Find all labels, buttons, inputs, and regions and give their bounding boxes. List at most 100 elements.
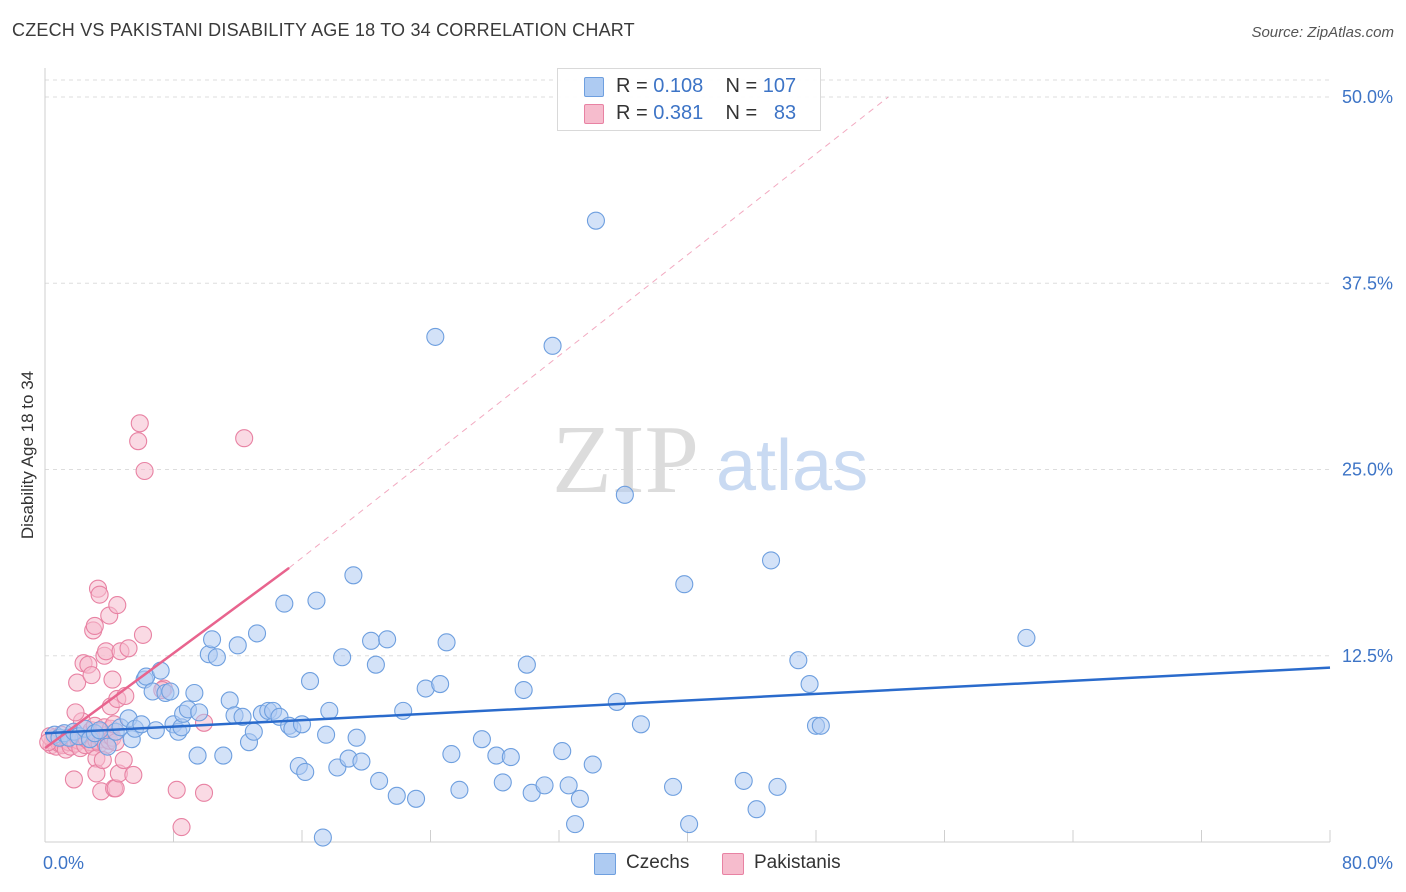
pakistani-point: [172, 818, 191, 837]
pakistani-point: [82, 666, 101, 685]
czech-point: [450, 780, 469, 799]
pakistani-point: [124, 765, 143, 785]
czech-point: [347, 728, 366, 747]
pakistani-point: [114, 750, 133, 770]
czech-point: [296, 762, 315, 782]
pakistani-point: [66, 703, 85, 722]
czech-point: [161, 682, 180, 701]
czech-point: [406, 789, 426, 808]
czech-point: [320, 701, 339, 720]
chart-source: Source: ZipAtlas.com: [1251, 24, 1394, 41]
czech-trendline: [44, 666, 1331, 735]
czech-point: [566, 815, 585, 834]
czech-point: [426, 327, 445, 346]
czech-point: [768, 777, 787, 796]
czech-point: [394, 701, 413, 720]
pakistani-point: [64, 770, 83, 789]
y-tick-label: 12.5%: [1342, 646, 1393, 666]
czech-point: [352, 752, 371, 771]
czech-point: [761, 551, 781, 570]
czech-n-value: 107: [762, 75, 797, 97]
pakistani-point: [130, 414, 149, 433]
czech-point: [431, 675, 450, 694]
pakistani-point: [106, 779, 125, 798]
pakistanis-swatch: [722, 853, 744, 875]
czech-point: [442, 745, 461, 764]
czech-point: [583, 755, 602, 774]
czech-point: [190, 703, 209, 722]
pakistani-r-label: R =: [616, 102, 648, 124]
czech-point: [307, 591, 326, 610]
czech-point: [493, 773, 512, 792]
czech-point: [300, 672, 320, 691]
czech-point: [214, 746, 233, 765]
czech-point: [472, 730, 491, 749]
pakistani-point: [85, 616, 104, 636]
trendlines: [44, 96, 1331, 750]
czech-point: [317, 725, 336, 744]
czech-point: [501, 748, 520, 767]
pakistani-swatch: [584, 104, 604, 124]
czech-point: [535, 776, 554, 795]
czech-point: [366, 655, 385, 674]
pakistanis-label: Pakistanis: [754, 852, 841, 873]
czech-point: [98, 737, 117, 756]
czech-point: [675, 575, 694, 594]
czech-point: [1017, 628, 1036, 647]
czech-point: [185, 683, 204, 703]
pakistani-point: [108, 596, 127, 615]
czech-r-label: R =: [616, 75, 648, 97]
czech-point: [800, 675, 819, 694]
czech-point: [437, 633, 456, 652]
watermark: ZIP atlas: [552, 406, 868, 514]
czech-point: [370, 771, 389, 790]
czech-point: [333, 648, 352, 667]
pakistani-point: [194, 783, 214, 802]
czech-point: [151, 661, 170, 680]
czech-point: [188, 746, 207, 765]
czech-point: [553, 742, 572, 761]
czech-point: [387, 786, 406, 805]
czech-point: [607, 692, 626, 711]
pakistani-n-value: 83: [773, 102, 797, 124]
czech-point: [680, 815, 699, 834]
czech-point: [663, 777, 683, 796]
pakistani-point: [135, 461, 154, 481]
watermark-atlas: atlas: [716, 426, 868, 506]
pakistani-point: [129, 432, 148, 451]
czech-point: [244, 722, 263, 741]
czech-point: [586, 211, 605, 230]
czech-point: [570, 789, 589, 808]
czech-n-label: N =: [725, 75, 758, 97]
czech-point: [313, 828, 332, 847]
chart-title: CZECH VS PAKISTANI DISABILITY AGE 18 TO …: [12, 20, 635, 40]
y-tick-label: 37.5%: [1342, 273, 1393, 293]
x-tick-label: 0.0%: [43, 853, 84, 873]
czech-point: [233, 707, 252, 726]
czech-point: [275, 594, 294, 613]
czech-point: [559, 776, 578, 795]
pakistani-point: [133, 625, 153, 644]
czech-point: [247, 624, 267, 643]
czech-point: [146, 721, 165, 740]
czechs-swatch: [594, 853, 616, 875]
czech-point: [362, 631, 381, 650]
pakistani-point: [235, 429, 254, 448]
pakistani-point: [119, 639, 138, 658]
czech-point: [344, 566, 363, 585]
czech-point: [747, 800, 766, 819]
czech-point: [203, 630, 222, 649]
pakistani-point: [68, 673, 87, 692]
stats-legend: R = 0.108 N = 107 R = 0.381 N = 83: [557, 68, 821, 131]
czech-point: [631, 715, 650, 734]
czech-points: [45, 211, 1036, 847]
pakistani-trendline: [44, 566, 290, 750]
czech-point: [615, 485, 634, 504]
czech-point: [543, 336, 562, 355]
czech-point: [789, 651, 808, 670]
tick-labels: 12.5% 25.0% 37.5% 50.0% 0.0% 80.0%: [43, 87, 1393, 873]
pakistani-point: [167, 780, 186, 799]
czech-point: [228, 636, 247, 655]
pakistani-points: [39, 414, 254, 837]
